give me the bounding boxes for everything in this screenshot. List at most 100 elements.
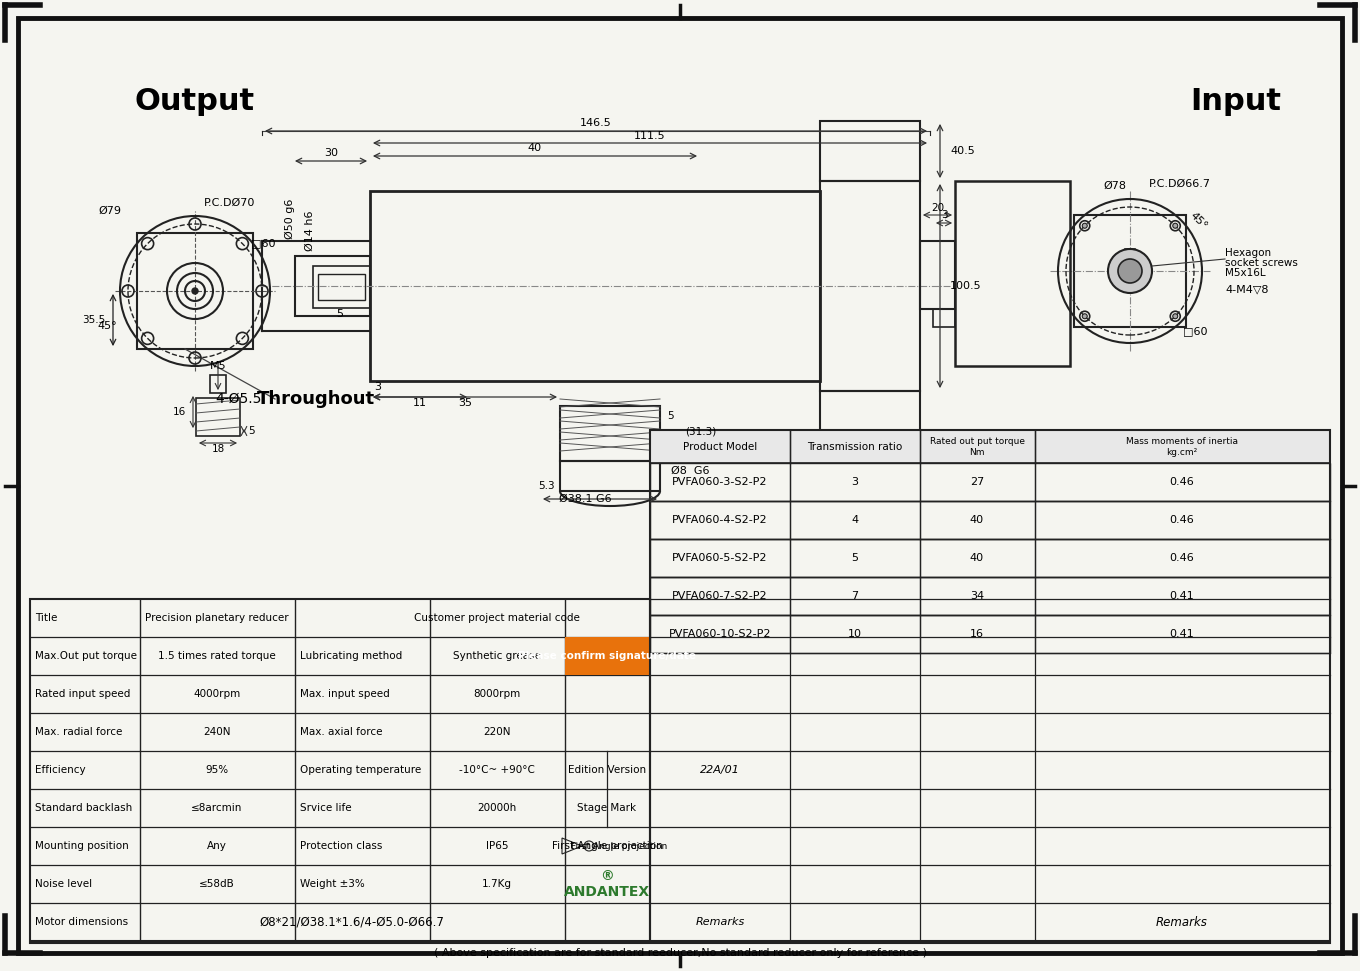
Text: Ø8*21/Ø38.1*1.6/4-Ø5.0-Ø66.7: Ø8*21/Ø38.1*1.6/4-Ø5.0-Ø66.7 xyxy=(260,916,445,928)
Text: IP65: IP65 xyxy=(486,841,509,851)
Text: Edition Version: Edition Version xyxy=(568,765,646,775)
Text: Remarks: Remarks xyxy=(1156,916,1208,928)
Text: Customer project material code: Customer project material code xyxy=(413,613,579,623)
Bar xyxy=(295,256,370,316)
Text: Rated input speed: Rated input speed xyxy=(35,689,131,699)
Text: 4-Ø5.5: 4-Ø5.5 xyxy=(215,392,261,406)
Bar xyxy=(1074,215,1186,327)
Bar xyxy=(318,274,364,300)
Bar xyxy=(564,637,650,675)
Text: Ø78: Ø78 xyxy=(1103,181,1126,191)
Text: M5: M5 xyxy=(209,361,226,371)
Text: Lubricating method: Lubricating method xyxy=(301,651,403,661)
Text: Title: Title xyxy=(35,613,57,623)
Text: Ø14 h6: Ø14 h6 xyxy=(305,211,316,251)
Circle shape xyxy=(192,288,199,294)
Bar xyxy=(560,461,660,491)
Text: 7: 7 xyxy=(851,591,858,601)
Text: ≤58dB: ≤58dB xyxy=(199,879,235,889)
Text: 5: 5 xyxy=(666,411,673,421)
Text: PVFA060-5-S2-P2: PVFA060-5-S2-P2 xyxy=(672,553,768,563)
Text: 220N: 220N xyxy=(483,727,511,737)
Text: □60: □60 xyxy=(250,238,275,248)
Text: 35.5: 35.5 xyxy=(82,315,105,325)
Bar xyxy=(650,501,1330,539)
Text: 3: 3 xyxy=(941,210,948,220)
Text: 40: 40 xyxy=(970,515,985,525)
Text: Protection class: Protection class xyxy=(301,841,382,851)
Text: Precision planetary reducer: Precision planetary reducer xyxy=(146,613,288,623)
Text: Rated out put torque
Nm: Rated out put torque Nm xyxy=(929,437,1024,456)
Text: 40.5: 40.5 xyxy=(951,146,975,156)
Text: Operating temperature: Operating temperature xyxy=(301,765,422,775)
Text: 4000rpm: 4000rpm xyxy=(193,689,241,699)
Text: First Angle projection: First Angle projection xyxy=(552,841,662,851)
Text: Product Model: Product Model xyxy=(683,442,758,452)
Circle shape xyxy=(1083,314,1087,318)
Bar xyxy=(650,577,1330,615)
Circle shape xyxy=(1172,223,1178,228)
Text: -10°C~ +90°C: -10°C~ +90°C xyxy=(460,765,534,775)
Text: 22A/01: 22A/01 xyxy=(700,765,740,775)
Text: Motor dimensions: Motor dimensions xyxy=(35,917,128,927)
Text: Ø8  G6: Ø8 G6 xyxy=(670,466,710,476)
Bar xyxy=(919,241,955,309)
Text: Synthetic grease: Synthetic grease xyxy=(453,651,541,661)
Text: P.C.DØ70: P.C.DØ70 xyxy=(204,198,256,208)
Text: 18: 18 xyxy=(211,444,224,454)
Text: 16: 16 xyxy=(173,407,186,417)
Text: 100.5: 100.5 xyxy=(951,281,982,291)
Text: Stage Mark: Stage Mark xyxy=(578,803,636,813)
Bar xyxy=(370,191,820,381)
Text: □60: □60 xyxy=(1183,326,1208,336)
Bar xyxy=(650,539,1330,577)
Text: Max. radial force: Max. radial force xyxy=(35,727,122,737)
Text: 8000rpm: 8000rpm xyxy=(473,689,521,699)
Text: 5: 5 xyxy=(851,553,858,563)
Text: 0.46: 0.46 xyxy=(1170,515,1194,525)
Text: 34: 34 xyxy=(970,591,985,601)
Text: Transmission ratio: Transmission ratio xyxy=(808,442,903,452)
Text: PVFA060-4-S2-P2: PVFA060-4-S2-P2 xyxy=(672,515,768,525)
Text: Noise level: Noise level xyxy=(35,879,92,889)
Text: Ø38.1 G6: Ø38.1 G6 xyxy=(559,494,611,504)
Circle shape xyxy=(1083,223,1087,228)
Text: 20: 20 xyxy=(932,203,945,213)
Text: 40: 40 xyxy=(528,143,543,153)
Text: Any: Any xyxy=(207,841,227,851)
Text: Ø50 g6: Ø50 g6 xyxy=(284,199,295,239)
Text: 4: 4 xyxy=(851,515,858,525)
Bar xyxy=(933,309,955,327)
Bar xyxy=(196,398,239,436)
Text: Output: Output xyxy=(135,86,256,116)
Circle shape xyxy=(1118,259,1142,283)
Bar xyxy=(30,599,650,941)
Bar xyxy=(209,375,226,393)
Text: 146.5: 146.5 xyxy=(581,118,612,128)
Bar xyxy=(650,430,1330,463)
Text: ≤8arcmin: ≤8arcmin xyxy=(192,803,242,813)
Bar xyxy=(955,181,1070,366)
Text: Max. axial force: Max. axial force xyxy=(301,727,382,737)
Text: 1.7Kg: 1.7Kg xyxy=(481,879,511,889)
Bar xyxy=(1125,249,1136,259)
Text: Efficiency: Efficiency xyxy=(35,765,86,775)
Bar xyxy=(650,430,1330,941)
Text: 0.41: 0.41 xyxy=(1170,629,1194,639)
Text: 30: 30 xyxy=(324,148,339,158)
Text: ( Above specification are for standard reeducer,No standard reducer only for ref: ( Above specification are for standard r… xyxy=(434,948,926,958)
Text: (31.3): (31.3) xyxy=(685,426,717,436)
Text: 3: 3 xyxy=(374,382,382,392)
Text: Standard backlash: Standard backlash xyxy=(35,803,132,813)
Text: socket screws: socket screws xyxy=(1225,258,1297,268)
Text: 111.5: 111.5 xyxy=(634,131,666,141)
Text: PVFA060-10-S2-P2: PVFA060-10-S2-P2 xyxy=(669,629,771,639)
Text: Max. input speed: Max. input speed xyxy=(301,689,390,699)
Text: 0.46: 0.46 xyxy=(1170,553,1194,563)
Text: M5x16L: M5x16L xyxy=(1225,268,1266,278)
Text: 5: 5 xyxy=(248,426,254,436)
Text: First Angle projection: First Angle projection xyxy=(571,842,668,851)
Text: 11: 11 xyxy=(413,398,427,408)
Text: P.C.DØ66.7: P.C.DØ66.7 xyxy=(1149,179,1210,189)
Text: 16: 16 xyxy=(970,629,985,639)
